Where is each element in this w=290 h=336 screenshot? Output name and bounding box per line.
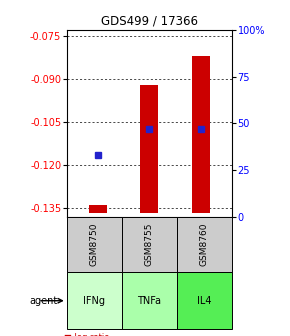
Text: GSM8760: GSM8760 <box>200 223 209 266</box>
Bar <box>192 56 210 213</box>
Text: IFNg: IFNg <box>83 296 105 306</box>
Bar <box>67 272 122 329</box>
Bar <box>89 205 107 213</box>
Text: GSM8755: GSM8755 <box>145 223 154 266</box>
Text: agent: agent <box>30 296 58 306</box>
Bar <box>122 217 177 272</box>
Bar <box>177 217 232 272</box>
Text: GSM8750: GSM8750 <box>90 223 99 266</box>
Bar <box>177 272 232 329</box>
Title: GDS499 / 17366: GDS499 / 17366 <box>101 15 198 28</box>
Bar <box>122 272 177 329</box>
Text: ■ log ratio: ■ log ratio <box>64 333 109 336</box>
Text: IL4: IL4 <box>197 296 212 306</box>
Bar <box>140 85 158 213</box>
Bar <box>67 217 122 272</box>
Text: TNFa: TNFa <box>137 296 161 306</box>
